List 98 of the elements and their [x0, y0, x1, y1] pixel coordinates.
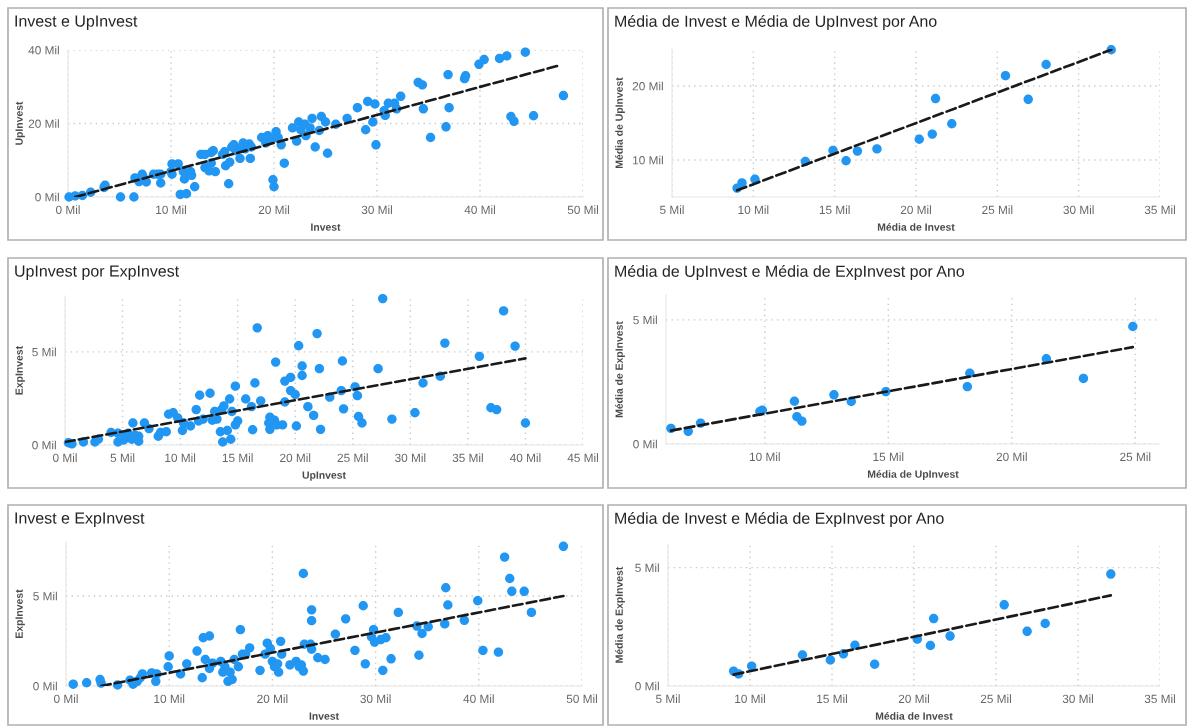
- x-tick-label: 15 Mil: [873, 452, 904, 461]
- x-tick-label: 50 Mil: [567, 205, 598, 214]
- x-tick-label: 25 Mil: [982, 205, 1013, 214]
- x-tick-label: 5 Mil: [110, 453, 135, 462]
- point: [925, 640, 936, 651]
- y-axis-title: ExpInvest: [15, 346, 25, 395]
- y-axis-title: ExpInvest: [15, 589, 25, 638]
- point: [797, 416, 807, 426]
- point: [797, 650, 808, 660]
- point: [829, 390, 839, 400]
- point: [947, 119, 957, 129]
- x-tick-label: 25 Mil: [980, 694, 1011, 703]
- y-tick-label: 5 Mil: [635, 563, 659, 573]
- point: [789, 396, 800, 406]
- x-tick-label: 15 Mil: [819, 205, 850, 214]
- y-tick-label: 5 Mil: [32, 347, 56, 357]
- x-tick-label: 0 Mil: [54, 694, 78, 703]
- x-tick-label: 10 Mil: [735, 694, 765, 703]
- y-tick-label: 0 Mil: [32, 440, 56, 450]
- x-axis-title: Invest: [309, 712, 339, 720]
- point: [869, 659, 880, 669]
- x-tick-label: 25 Mil: [337, 453, 368, 462]
- x-tick-label: 20 Mil: [900, 205, 931, 214]
- point: [1040, 618, 1050, 629]
- point: [1106, 569, 1116, 579]
- x-tick-label: 20 Mil: [257, 694, 288, 703]
- y-tick-label: 0 Mil: [633, 439, 657, 449]
- point: [872, 144, 882, 154]
- point: [962, 381, 973, 392]
- x-tick-label: 0 Mil: [53, 453, 77, 462]
- x-tick-label: 30 Mil: [395, 453, 426, 462]
- x-tick-label: 20 Mil: [280, 453, 311, 462]
- x-tick-label: 35 Mil: [1144, 694, 1175, 703]
- x-tick-label: 40 Mil: [509, 453, 541, 462]
- x-axis-title: Invest: [311, 223, 341, 231]
- point: [1128, 321, 1138, 332]
- x-axis-title: Média de Invest: [875, 712, 953, 720]
- x-axis-title: Média de Invest: [877, 223, 955, 231]
- point: [999, 600, 1009, 610]
- point: [1041, 59, 1051, 70]
- y-axis-title: Média de UpInvest: [615, 77, 625, 169]
- x-tick-label: 0 Mil: [56, 205, 80, 214]
- y-tick-label: 5 Mil: [633, 315, 657, 325]
- x-tick-label: 15 Mil: [817, 694, 847, 703]
- y-tick-label: 0 Mil: [33, 681, 57, 691]
- x-tick-label: 35 Mil: [1144, 205, 1175, 214]
- chart-title: Média de Invest e Média de ExpInvest por Ano: [615, 512, 944, 528]
- point: [945, 631, 955, 641]
- x-axis-title: UpInvest: [302, 471, 346, 481]
- x-tick-label: 5 Mil: [656, 694, 680, 703]
- y-axis-title: Média de ExpInvest: [615, 566, 625, 663]
- x-tick-label: 20 Mil: [996, 452, 1027, 461]
- x-tick-label: 30 Mil: [361, 205, 392, 214]
- chart-title: Invest e ExpInvest: [15, 512, 145, 527]
- x-tick-label: 20 Mil: [898, 694, 929, 703]
- x-tick-label: 40 Mil: [463, 694, 494, 703]
- point: [1022, 626, 1032, 637]
- y-tick-label: 5 Mil: [33, 591, 57, 601]
- x-tick-label: 20 Mil: [258, 205, 289, 214]
- y-tick-label: 0 Mil: [635, 681, 659, 691]
- point: [1000, 70, 1011, 81]
- x-tick-label: 50 Mil: [566, 694, 597, 703]
- chart-title: UpInvest por ExpInvest: [15, 265, 180, 280]
- y-axis-title: Média de ExpInvest: [615, 321, 625, 418]
- chart-title: Invest e UpInvest: [15, 15, 138, 30]
- y-tick-label: 10 Mil: [633, 155, 663, 165]
- x-tick-label: 10 Mil: [749, 452, 780, 461]
- x-tick-label: 30 Mil: [360, 694, 391, 703]
- x-tick-label: 35 Mil: [452, 453, 483, 462]
- x-tick-label: 30 Mil: [1063, 205, 1094, 214]
- x-tick-label: 45 Mil: [567, 453, 598, 462]
- point: [1078, 373, 1089, 384]
- point: [927, 129, 937, 139]
- x-axis-title: Média de UpInvest: [867, 470, 959, 480]
- point: [737, 178, 747, 188]
- chart-title: Média de Invest e Média de UpInvest por Ano: [615, 15, 937, 31]
- chart-title: Média de UpInvest e Média de ExpInvest por Ano: [615, 265, 965, 281]
- point: [1023, 94, 1033, 105]
- x-tick-label: 10 Mil: [165, 453, 196, 462]
- x-tick-label: 10 Mil: [156, 205, 186, 214]
- x-tick-label: 15 Mil: [222, 453, 253, 462]
- y-tick-label: 40 Mil: [28, 45, 59, 55]
- x-tick-label: 30 Mil: [1062, 694, 1093, 703]
- y-tick-label: 20 Mil: [28, 119, 59, 128]
- x-tick-label: 25 Mil: [1120, 452, 1151, 461]
- x-tick-label: 10 Mil: [154, 694, 185, 703]
- y-tick-label: 0 Mil: [35, 192, 59, 202]
- point: [852, 146, 863, 156]
- y-tick-label: 20 Mil: [632, 81, 663, 91]
- point: [930, 93, 941, 104]
- x-tick-label: 5 Mil: [660, 205, 684, 214]
- point: [914, 134, 924, 144]
- x-tick-label: 10 Mil: [738, 205, 769, 214]
- point: [841, 156, 851, 166]
- point: [825, 655, 836, 665]
- y-axis-title: UpInvest: [15, 101, 25, 145]
- x-tick-label: 40 Mil: [464, 205, 495, 214]
- point: [928, 613, 939, 624]
